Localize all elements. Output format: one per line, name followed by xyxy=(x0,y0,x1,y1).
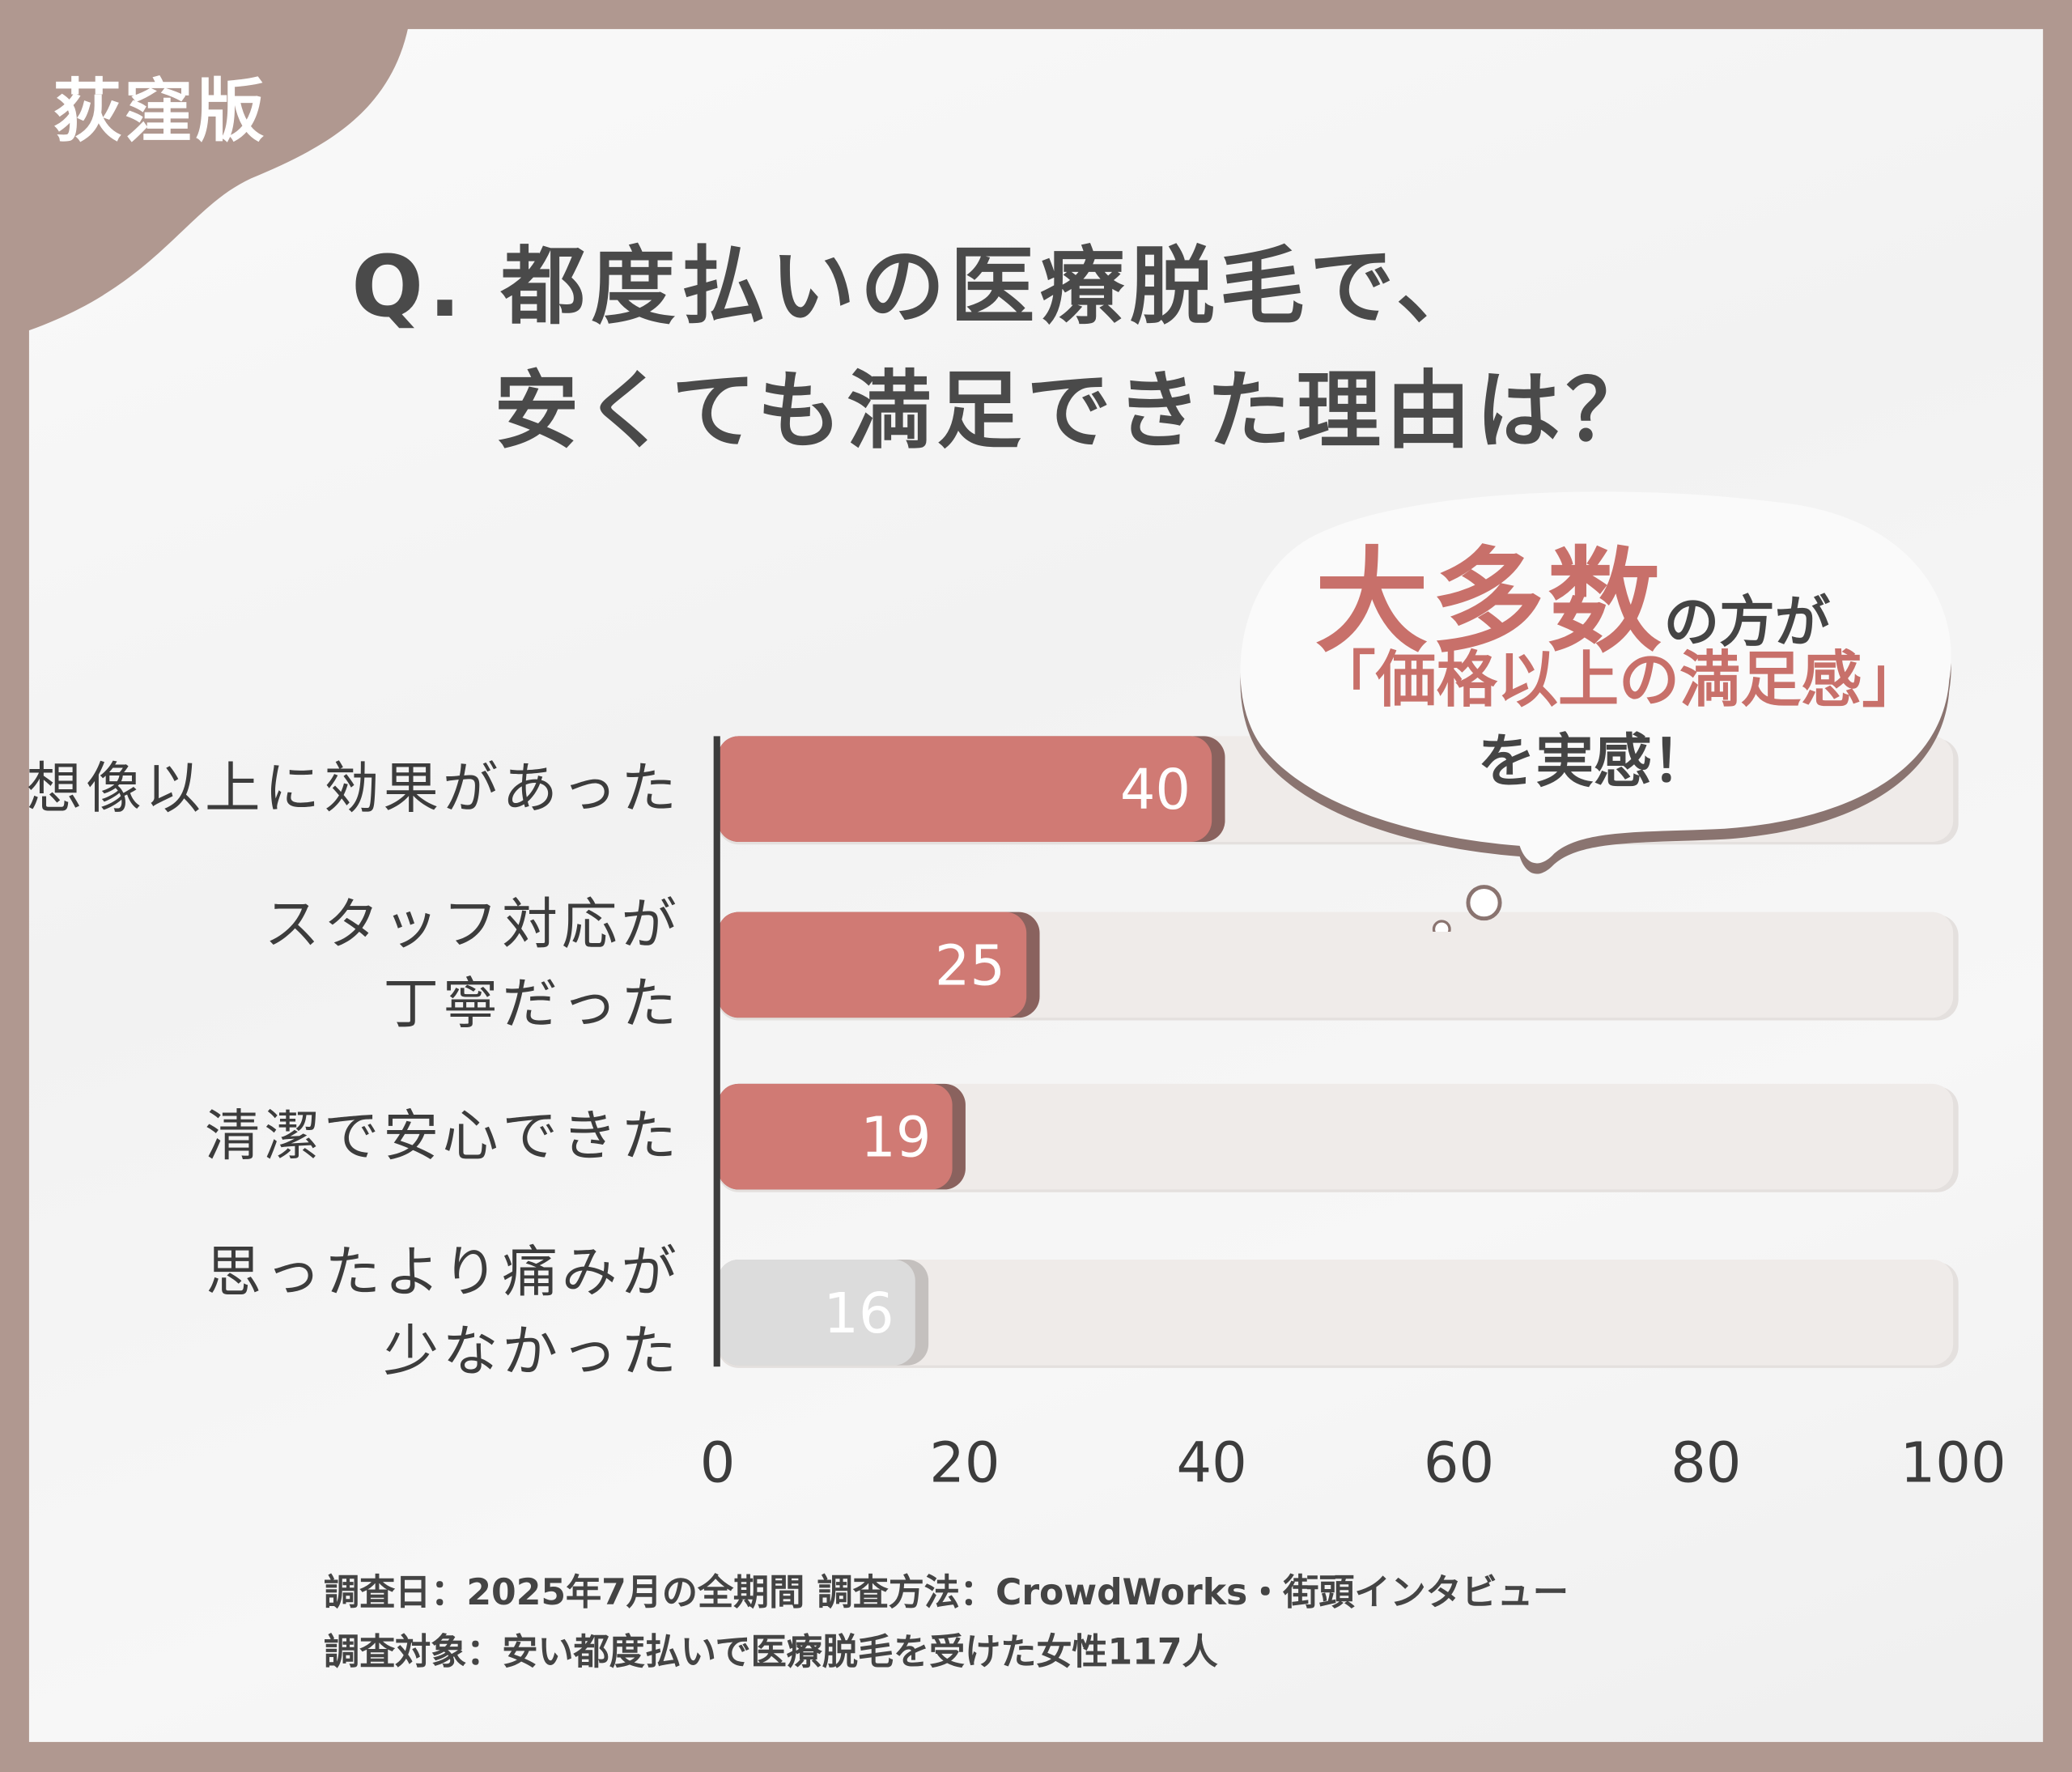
x-tick-label: 60 xyxy=(1423,1430,1495,1495)
speech-bubble xyxy=(1240,491,1951,933)
title-line-2: 安くても満足できた理由は？ xyxy=(494,363,1656,461)
bar-value-label: 40 xyxy=(1120,758,1191,822)
footer-survey-target: 調査対象：安い都度払いで医療脱毛を受けた女性117人 xyxy=(324,1632,1218,1673)
x-tick-label: 100 xyxy=(1900,1430,2006,1495)
callout-highlight: 「価格以上の満足感」 xyxy=(1314,644,1923,716)
category-label: スタッフ対応が 丁寧だった xyxy=(264,892,681,1037)
corner-badge-shape xyxy=(0,0,413,331)
bar-track xyxy=(717,1259,1954,1366)
category-label: 思ったより痛みが 少なかった xyxy=(206,1239,681,1384)
bar-track xyxy=(717,1083,1954,1190)
callout-headline: 大多数の方が xyxy=(1315,509,1831,674)
title-line-1: Q. 都度払いの医療脱毛で、 xyxy=(351,239,1486,338)
x-tick-label: 80 xyxy=(1671,1430,1742,1495)
bar-value-label: 19 xyxy=(860,1106,931,1171)
panel xyxy=(28,28,2044,1742)
bar xyxy=(717,911,1027,1018)
x-tick-label: 20 xyxy=(929,1430,1000,1495)
callout-end: を実感！ xyxy=(1477,728,1710,796)
bar-value-label: 25 xyxy=(935,933,1005,998)
category-label: 清潔で安心できた xyxy=(205,1103,681,1169)
bar xyxy=(717,1259,915,1366)
y-axis-line xyxy=(713,736,720,1367)
area-badge: 荻窪版 xyxy=(53,72,267,152)
bar xyxy=(717,1083,953,1190)
callout-big: 大多数 xyxy=(1314,536,1664,669)
callout-small: の方が xyxy=(1663,589,1831,655)
footer-survey-info: 調査日：2025年7月の全期間 調査方法：CrowdWorks・街頭インタビュー xyxy=(324,1572,1569,1614)
category-label: 想像以上に効果があった xyxy=(26,755,681,821)
bar-value-label: 16 xyxy=(823,1281,894,1346)
bar xyxy=(717,736,1212,843)
x-tick-label: 0 xyxy=(699,1430,736,1495)
x-tick-label: 40 xyxy=(1176,1430,1247,1495)
